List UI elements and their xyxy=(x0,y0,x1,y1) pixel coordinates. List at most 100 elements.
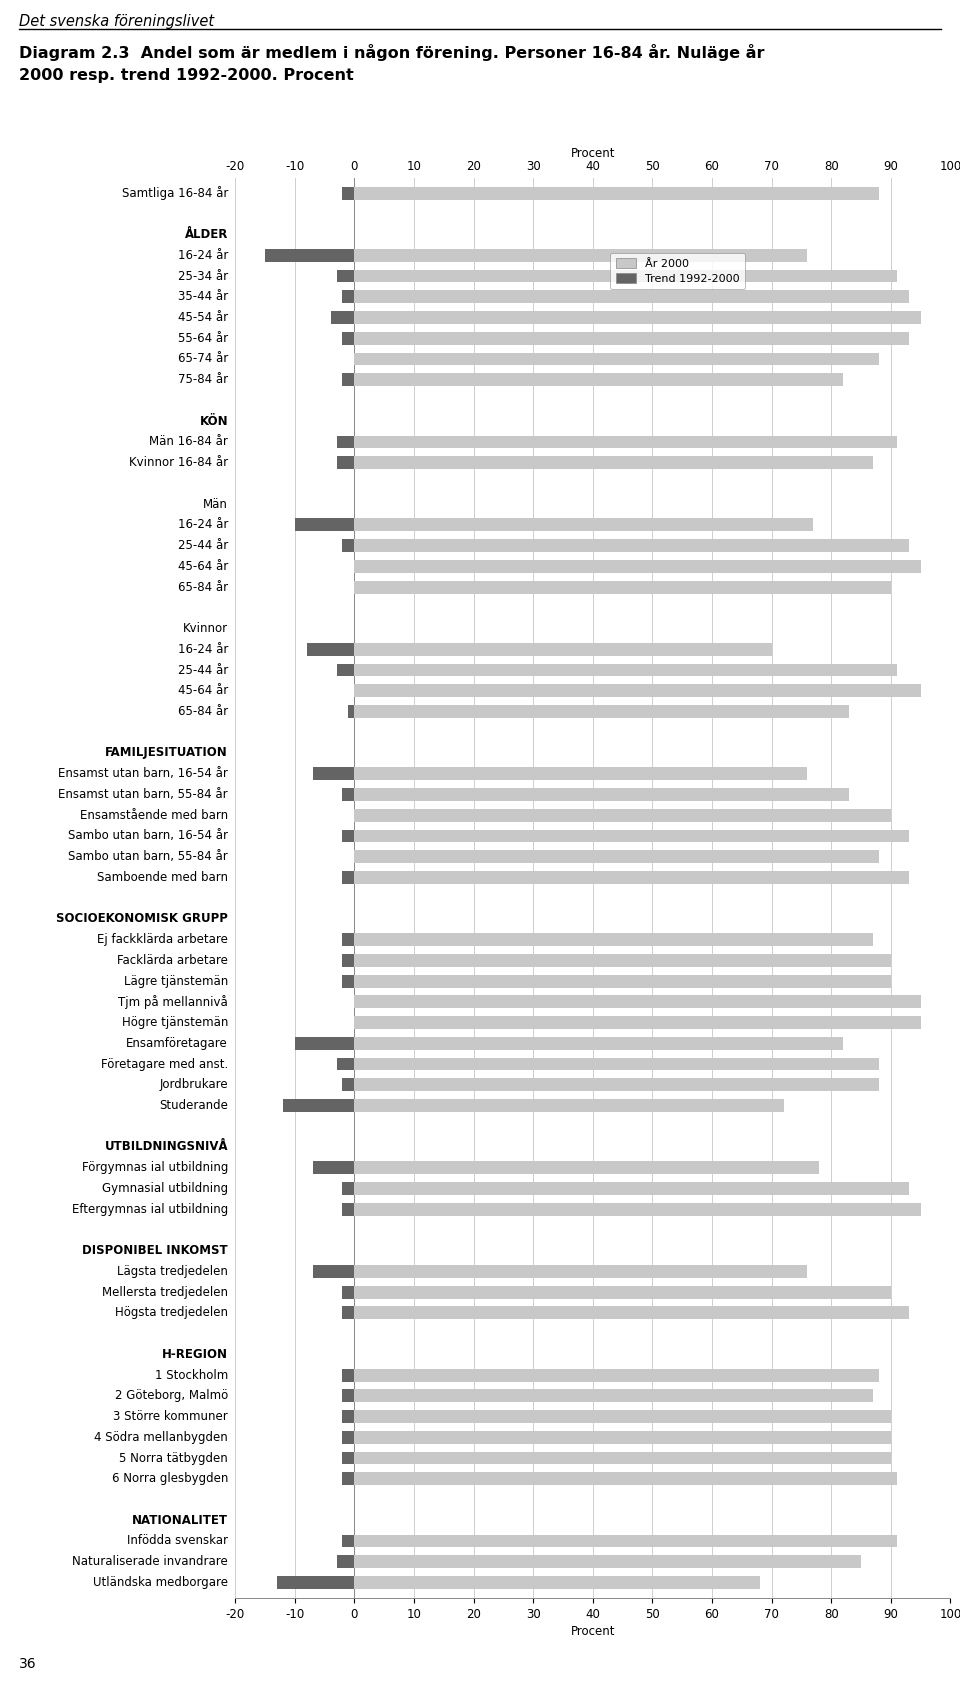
Text: Eftergymnas ial utbildning: Eftergymnas ial utbildning xyxy=(72,1202,228,1216)
Bar xyxy=(283,1099,354,1113)
Bar xyxy=(354,352,879,365)
Bar xyxy=(343,291,354,303)
Bar xyxy=(354,685,921,697)
Text: 2000 resp. trend 1992-2000. Procent: 2000 resp. trend 1992-2000. Procent xyxy=(19,68,354,83)
Bar xyxy=(354,705,849,719)
Legend: År 2000, Trend 1992-2000: År 2000, Trend 1992-2000 xyxy=(611,252,745,289)
Bar xyxy=(354,1473,897,1485)
Text: Utländska medborgare: Utländska medborgare xyxy=(93,1576,228,1590)
Bar xyxy=(337,436,354,448)
Bar xyxy=(330,311,354,325)
Text: 35-44 år: 35-44 år xyxy=(178,291,228,303)
Bar xyxy=(354,1079,879,1091)
Text: Högre tjänstemän: Högre tjänstemän xyxy=(122,1016,228,1030)
Bar xyxy=(354,1431,891,1444)
Text: 55-64 år: 55-64 år xyxy=(178,331,228,345)
Text: 16-24 år: 16-24 år xyxy=(178,643,228,656)
Bar xyxy=(343,1534,354,1547)
Bar xyxy=(337,1556,354,1568)
Text: Mellersta tredjedelen: Mellersta tredjedelen xyxy=(102,1285,228,1299)
Bar xyxy=(354,186,879,200)
Bar xyxy=(354,1016,921,1030)
Bar xyxy=(354,1057,879,1070)
Bar xyxy=(354,1162,819,1174)
Text: Kvinnor 16-84 år: Kvinnor 16-84 år xyxy=(129,457,228,468)
Text: Lägsta tredjedelen: Lägsta tredjedelen xyxy=(117,1265,228,1278)
Bar xyxy=(337,1057,354,1070)
Bar xyxy=(343,933,354,945)
Text: Samboende med barn: Samboende med barn xyxy=(97,871,228,884)
Bar xyxy=(354,663,897,676)
Bar xyxy=(354,291,909,303)
Text: 65-84 år: 65-84 år xyxy=(178,580,228,594)
Bar xyxy=(343,374,354,386)
Bar xyxy=(354,1534,897,1547)
Text: 1 Stockholm: 1 Stockholm xyxy=(155,1368,228,1382)
Text: 25-44 år: 25-44 år xyxy=(178,539,228,553)
Text: 45-64 år: 45-64 år xyxy=(178,560,228,573)
Bar xyxy=(343,830,354,842)
Text: 3 Större kommuner: 3 Större kommuner xyxy=(113,1410,228,1424)
Bar xyxy=(354,1202,921,1216)
Bar xyxy=(295,1037,354,1050)
Text: Naturaliserade invandrare: Naturaliserade invandrare xyxy=(72,1556,228,1568)
Bar xyxy=(343,788,354,802)
Bar xyxy=(354,1285,891,1299)
Text: Förgymnas ial utbildning: Förgymnas ial utbildning xyxy=(82,1162,228,1174)
Bar xyxy=(337,663,354,676)
Bar xyxy=(276,1576,354,1590)
Bar xyxy=(354,580,891,594)
Bar xyxy=(354,311,921,325)
Text: 2 Göteborg, Malmö: 2 Göteborg, Malmö xyxy=(115,1390,228,1402)
Bar xyxy=(354,871,909,884)
Bar xyxy=(343,974,354,988)
Text: Ensamst utan barn, 55-84 år: Ensamst utan barn, 55-84 år xyxy=(59,788,228,802)
Text: 4 Södra mellanbygden: 4 Södra mellanbygden xyxy=(94,1431,228,1444)
Text: 36: 36 xyxy=(19,1657,36,1671)
Bar xyxy=(343,1182,354,1196)
Text: ÅLDER: ÅLDER xyxy=(184,228,228,242)
Bar xyxy=(343,1202,354,1216)
Text: Ensamföretagare: Ensamföretagare xyxy=(127,1037,228,1050)
Bar xyxy=(354,974,891,988)
Bar xyxy=(354,788,849,802)
Text: 6 Norra glesbygden: 6 Norra glesbygden xyxy=(111,1473,228,1485)
Bar xyxy=(354,1182,909,1196)
Text: Ensamst utan barn, 16-54 år: Ensamst utan barn, 16-54 år xyxy=(59,768,228,780)
Bar xyxy=(354,643,772,656)
Text: Facklärda arbetare: Facklärda arbetare xyxy=(117,954,228,967)
Bar xyxy=(354,1556,861,1568)
Text: 45-54 år: 45-54 år xyxy=(178,311,228,325)
Bar xyxy=(343,1431,354,1444)
Text: 45-64 år: 45-64 år xyxy=(178,685,228,697)
Bar xyxy=(343,1390,354,1402)
Text: Företagare med anst.: Företagare med anst. xyxy=(101,1057,228,1070)
Text: SOCIOEKONOMISK GRUPP: SOCIOEKONOMISK GRUPP xyxy=(57,913,228,925)
Bar xyxy=(354,851,879,862)
Text: Tjm på mellannivå: Tjm på mellannivå xyxy=(118,994,228,1010)
Bar xyxy=(354,519,813,531)
Text: Studerande: Studerande xyxy=(159,1099,228,1113)
Text: Män: Män xyxy=(204,497,228,511)
Text: NATIONALITET: NATIONALITET xyxy=(132,1513,228,1527)
Bar xyxy=(354,539,909,551)
Bar xyxy=(354,249,807,262)
Text: Kvinnor: Kvinnor xyxy=(183,622,228,636)
Bar xyxy=(354,996,921,1008)
Bar xyxy=(343,1307,354,1319)
Text: 65-74 år: 65-74 år xyxy=(178,352,228,365)
Text: Sambo utan barn, 16-54 år: Sambo utan barn, 16-54 år xyxy=(68,829,228,842)
Bar xyxy=(343,1285,354,1299)
Bar xyxy=(348,705,354,719)
Bar xyxy=(306,643,354,656)
Bar xyxy=(343,954,354,967)
Bar xyxy=(343,331,354,345)
Bar xyxy=(354,560,921,573)
Text: Jordbrukare: Jordbrukare xyxy=(159,1079,228,1091)
Text: Högsta tredjedelen: Högsta tredjedelen xyxy=(115,1307,228,1319)
Bar xyxy=(313,768,354,780)
Bar xyxy=(343,539,354,551)
Text: Diagram 2.3  Andel som är medlem i någon förening. Personer 16-84 år. Nuläge år: Diagram 2.3 Andel som är medlem i någon … xyxy=(19,44,765,61)
Bar xyxy=(343,1451,354,1464)
Bar xyxy=(354,269,897,282)
